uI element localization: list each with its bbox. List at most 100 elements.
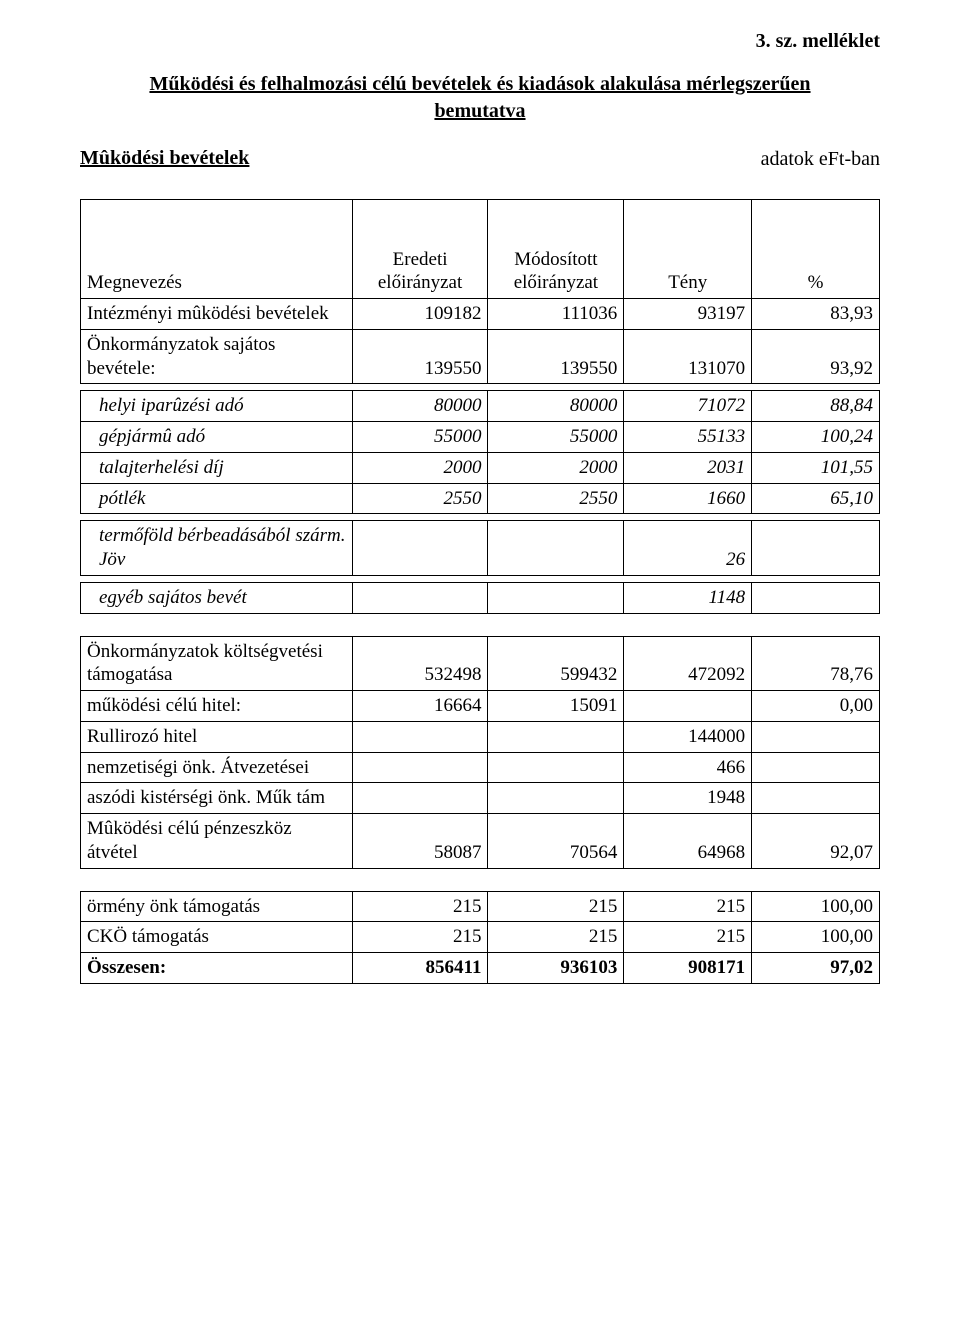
row-mod: 139550 [488, 329, 624, 384]
row-pct [752, 582, 880, 613]
row-orig: 2000 [352, 452, 488, 483]
row-fact: 144000 [624, 721, 752, 752]
row-orig [352, 582, 488, 613]
row-orig: 856411 [352, 953, 488, 984]
row-fact: 131070 [624, 329, 752, 384]
row-mod: 936103 [488, 953, 624, 984]
row-pct [752, 721, 880, 752]
row-pct: 78,76 [752, 636, 880, 691]
col-fact: Tény [624, 200, 752, 299]
row-mod [488, 582, 624, 613]
row-pct: 88,84 [752, 391, 880, 422]
table-row: CKÖ támogatás215215215100,00 [81, 922, 880, 953]
table-row: Mûködési célú pénzeszköz átvétel58087705… [81, 814, 880, 869]
table-row: Rullirozó hitel 144000 [81, 721, 880, 752]
row-orig [352, 521, 488, 576]
table-row: Intézményi mûködési bevételek10918211103… [81, 299, 880, 330]
table-row: Önkormányzatok költségvetési támogatása5… [81, 636, 880, 691]
table-block-1d: egyéb sajátos bevét 1148 [80, 582, 880, 614]
row-mod: 55000 [488, 422, 624, 453]
row-mod [488, 721, 624, 752]
col-name: Megnevezés [81, 200, 353, 299]
row-mod: 111036 [488, 299, 624, 330]
row-pct [752, 783, 880, 814]
title-line-1: Működési és felhalmozási célú bevételek … [149, 73, 810, 95]
col-pct: % [752, 200, 880, 299]
table-row: örmény önk támogatás215215215100,00 [81, 891, 880, 922]
row-orig [352, 752, 488, 783]
row-pct [752, 752, 880, 783]
table-row: helyi iparûzési adó80000800007107288,84 [81, 391, 880, 422]
row-orig: 55000 [352, 422, 488, 453]
row-label: talajterhelési díj [81, 452, 353, 483]
table-block-2: Önkormányzatok költségvetési támogatása 5… [80, 636, 880, 869]
attachment-label: 3. sz. melléklet [80, 30, 880, 53]
row-fact: 1948 [624, 783, 752, 814]
row-mod: 215 [488, 922, 624, 953]
row-pct: 65,10 [752, 483, 880, 514]
row-label: Rullirozó hitel [81, 721, 353, 752]
row-orig: 2550 [352, 483, 488, 514]
row-orig: 109182 [352, 299, 488, 330]
table-row: Összesen:85641193610390817197,02 [81, 953, 880, 984]
table-block-3: örmény önk támogatás215215215100,00CKÖ t… [80, 891, 880, 984]
table-block-1b: helyi iparûzési adó80000800007107288,84g… [80, 390, 880, 514]
row-fact: 64968 [624, 814, 752, 869]
row-label: Összesen: [81, 953, 353, 984]
row-label: nemzetiségi önk. Átvezetései [81, 752, 353, 783]
row-label: Önkormányzatok költségvetési támogatása [81, 636, 353, 691]
row-pct: 92,07 [752, 814, 880, 869]
row-orig: 139550 [352, 329, 488, 384]
table-row: Önkormányzatok sajátos bevétele:13955013… [81, 329, 880, 384]
table-row: pótlék25502550166065,10 [81, 483, 880, 514]
row-orig: 16664 [352, 691, 488, 722]
row-fact: 466 [624, 752, 752, 783]
page: 3. sz. melléklet Működési és felhalmozás… [0, 0, 960, 1323]
row-pct: 97,02 [752, 953, 880, 984]
table-row: működési célú hitel:1666415091 0,00 [81, 691, 880, 722]
row-label: CKÖ támogatás [81, 922, 353, 953]
row-fact: 26 [624, 521, 752, 576]
table-row: termőföld bérbeadásából szárm. Jöv26 [81, 521, 880, 576]
row-label: Önkormányzatok sajátos bevétele: [81, 329, 353, 384]
row-pct [752, 521, 880, 576]
row-fact: 908171 [624, 953, 752, 984]
row-mod: 15091 [488, 691, 624, 722]
row-pct: 83,93 [752, 299, 880, 330]
row-pct: 0,00 [752, 691, 880, 722]
table-row: aszódi kistérségi önk. Műk tám 1948 [81, 783, 880, 814]
row-mod [488, 752, 624, 783]
row-mod [488, 783, 624, 814]
row-pct: 100,24 [752, 422, 880, 453]
row-fact: 472092 [624, 636, 752, 691]
row-fact: 71072 [624, 391, 752, 422]
row-label: Mûködési célú pénzeszköz átvétel [81, 814, 353, 869]
row-label: örmény önk támogatás [81, 891, 353, 922]
row-label: pótlék [81, 483, 353, 514]
row-orig [352, 783, 488, 814]
row-fact: 1148 [624, 582, 752, 613]
table-row: talajterhelési díj200020002031101,55 [81, 452, 880, 483]
row-label: aszódi kistérségi önk. Műk tám [81, 783, 353, 814]
row-fact: 93197 [624, 299, 752, 330]
row-pct: 101,55 [752, 452, 880, 483]
row-label: helyi iparûzési adó [81, 391, 353, 422]
row-mod: 215 [488, 891, 624, 922]
row-fact: 215 [624, 891, 752, 922]
row-fact: 215 [624, 922, 752, 953]
row-label: gépjármû adó [81, 422, 353, 453]
row-mod: 80000 [488, 391, 624, 422]
row-pct: 93,92 [752, 329, 880, 384]
row-label: működési célú hitel: [81, 691, 353, 722]
row-label: egyéb sajátos bevét [81, 582, 353, 613]
table-row: nemzetiségi önk. Átvezetései 466 [81, 752, 880, 783]
row-orig: 215 [352, 891, 488, 922]
row-fact: 1660 [624, 483, 752, 514]
row-fact [624, 691, 752, 722]
document-title: Működési és felhalmozási célú bevételek … [110, 71, 850, 125]
table-block-1c: termőföld bérbeadásából szárm. Jöv26 [80, 520, 880, 576]
row-orig: 58087 [352, 814, 488, 869]
row-orig: 215 [352, 922, 488, 953]
row-mod: 2000 [488, 452, 624, 483]
row-mod [488, 521, 624, 576]
